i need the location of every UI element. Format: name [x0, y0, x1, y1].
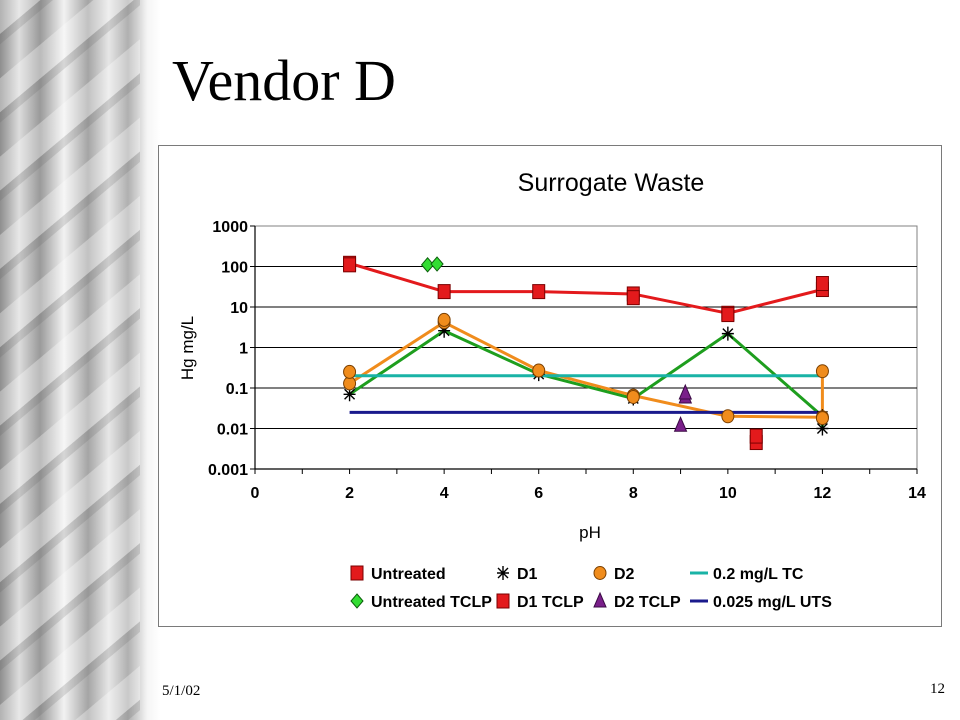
data-point-triangle — [678, 383, 693, 400]
legend: Untreated D1 D2 0.2 mg/L TC Untreated TCLP D1… — [350, 565, 832, 611]
y-tick-label: 10 — [230, 300, 248, 317]
legend-entry: Untreated — [371, 566, 446, 583]
y-tick-label: 1 — [239, 341, 248, 358]
chart-title: Surrogate Waste — [518, 169, 705, 197]
page-number: 12 — [930, 681, 945, 697]
legend-entry: 0.2 mg/L TC — [713, 566, 804, 583]
data-point-circle — [626, 389, 640, 404]
data-point-diamond — [420, 257, 435, 273]
legend-entry: D2 — [614, 566, 635, 583]
x-tick-label: 8 — [629, 485, 638, 502]
data-point-diamond — [430, 256, 444, 272]
y-tick-label: 0.001 — [208, 462, 248, 479]
data-point-asterisk — [343, 387, 356, 402]
data-point-square — [815, 276, 829, 292]
legend-marker — [593, 566, 607, 580]
x-tick-label: 2 — [345, 485, 354, 502]
data-point-square — [749, 428, 763, 444]
data-point-triangle — [673, 416, 688, 432]
x-tick-label: 14 — [908, 485, 926, 502]
legend-entry: Untreated TCLP — [371, 594, 492, 611]
decorative-pillar — [0, 0, 160, 720]
data-point-circle — [532, 363, 546, 378]
x-tick-label: 0 — [251, 485, 260, 502]
series-line-0 — [349, 261, 823, 315]
legend-entry: 0.025 mg/L UTS — [713, 594, 832, 611]
data-point-circle — [721, 409, 735, 424]
data-point-circle — [815, 364, 829, 379]
y-tick-label: 100 — [221, 260, 248, 277]
data-point-square — [626, 290, 640, 306]
x-tick-label: 6 — [534, 485, 543, 502]
legend-marker — [350, 593, 364, 609]
data-point-circle — [437, 312, 451, 327]
y-tick-label: 0.01 — [217, 422, 248, 439]
legend-entry: D1 TCLP — [517, 594, 584, 611]
data-point-square — [437, 284, 451, 300]
legend-marker — [593, 591, 607, 608]
legend-marker — [496, 593, 510, 609]
y-tick-label: 0.1 — [226, 381, 248, 398]
footer-date: 5/1/02 — [162, 683, 201, 699]
x-tick-label: 4 — [440, 485, 449, 502]
slide-title: Vendor D — [172, 48, 396, 113]
data-point-square — [532, 284, 546, 300]
legend-marker — [497, 566, 509, 580]
data-point-circle — [343, 364, 357, 379]
chart-frame: Surrogate Waste 1000 100 10 1 0.1 0.01 0.001 0 2… — [158, 145, 942, 627]
y-tick-label: 1000 — [212, 219, 248, 236]
data-point-square — [721, 307, 735, 323]
legend-marker — [350, 565, 364, 581]
x-axis-label: pH — [579, 523, 601, 542]
x-tick-label: 12 — [814, 485, 832, 502]
x-tick-label: 10 — [719, 485, 737, 502]
data-point-square — [343, 257, 357, 273]
y-axis-label: Hg mg/L — [178, 316, 197, 380]
data-point-asterisk — [721, 326, 734, 341]
data-point-asterisk — [816, 421, 829, 436]
legend-entry: D2 TCLP — [614, 594, 681, 611]
legend-entry: D1 — [517, 566, 538, 583]
data-point-asterisk — [438, 323, 451, 338]
data-point-circle — [815, 411, 829, 426]
